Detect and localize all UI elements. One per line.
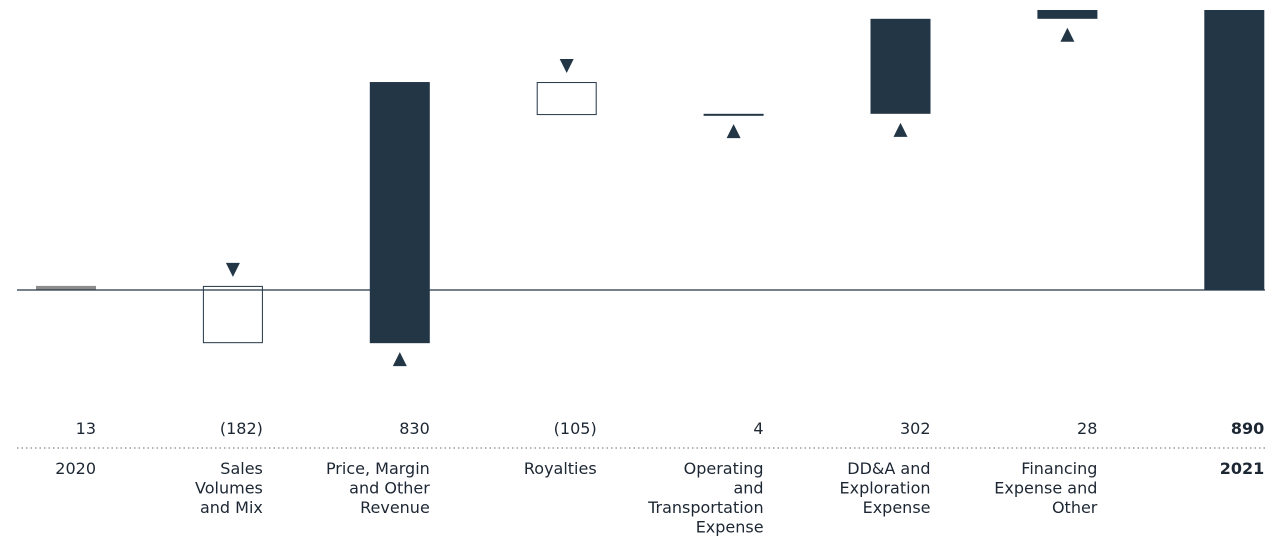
value-label: (182) — [220, 419, 263, 438]
category-label-line: and Other — [349, 479, 430, 498]
category-label: Price, Margin and Other Revenue — [326, 459, 430, 517]
bar-3 — [536, 82, 597, 116]
category-label-line: Volumes — [195, 479, 263, 498]
arrows-layer — [225, 27, 1075, 367]
category-label-line: Expense and — [994, 479, 1097, 498]
bars-layer — [36, 10, 1265, 344]
category-label-line: Transportation — [647, 498, 764, 517]
category-label-line: Exploration — [840, 479, 931, 498]
category-label-line: Operating — [684, 459, 764, 478]
value-label: 4 — [753, 419, 763, 438]
category-label-line: Sales — [220, 459, 263, 478]
category-label-line: 2021 — [1220, 459, 1265, 478]
value-labels: 13 (182) 830 (105) 4 302 28 890 — [76, 419, 1265, 438]
bar-7 — [1204, 10, 1265, 290]
category-label-line: Revenue — [360, 498, 430, 517]
category-label-line: and Mix — [200, 498, 263, 517]
category-label: Sales Volumes and Mix — [195, 459, 263, 517]
category-label: 2020 — [55, 459, 96, 478]
bar-0 — [36, 285, 96, 290]
value-label: 830 — [399, 419, 430, 438]
category-label-line: Price, Margin — [326, 459, 430, 478]
up-arrow-icon — [1060, 27, 1075, 42]
up-arrow-icon — [392, 352, 407, 367]
value-label: (105) — [554, 419, 597, 438]
category-label-line: Royalties — [524, 459, 597, 478]
category-label-line: 2020 — [55, 459, 96, 478]
category-label: 2021 — [1220, 459, 1265, 478]
value-label: 28 — [1077, 419, 1097, 438]
category-label-line: and — [733, 479, 763, 498]
up-arrow-icon — [726, 124, 741, 139]
category-label: Operating and Transportation Expense — [647, 459, 764, 537]
bar-1 — [202, 285, 263, 344]
up-arrow-icon — [893, 122, 908, 137]
value-label: 890 — [1231, 419, 1264, 438]
bar-5 — [870, 18, 931, 114]
bar-6 — [1037, 10, 1098, 19]
category-label: DD&A and Exploration Expense — [840, 459, 931, 517]
down-arrow-icon — [225, 262, 240, 277]
bar-4 — [703, 113, 764, 116]
category-label-line: Other — [1052, 498, 1098, 517]
category-label-line: Expense — [696, 518, 764, 537]
down-arrow-icon — [559, 59, 574, 74]
category-label-line: DD&A and — [847, 459, 930, 478]
value-label: 13 — [76, 419, 96, 438]
category-label-line: Financing — [1021, 459, 1097, 478]
category-label-line: Expense — [863, 498, 931, 517]
category-label: Royalties — [524, 459, 597, 478]
value-label: 302 — [900, 419, 931, 438]
bar-2 — [369, 82, 430, 344]
category-label: Financing Expense and Other — [994, 459, 1098, 517]
